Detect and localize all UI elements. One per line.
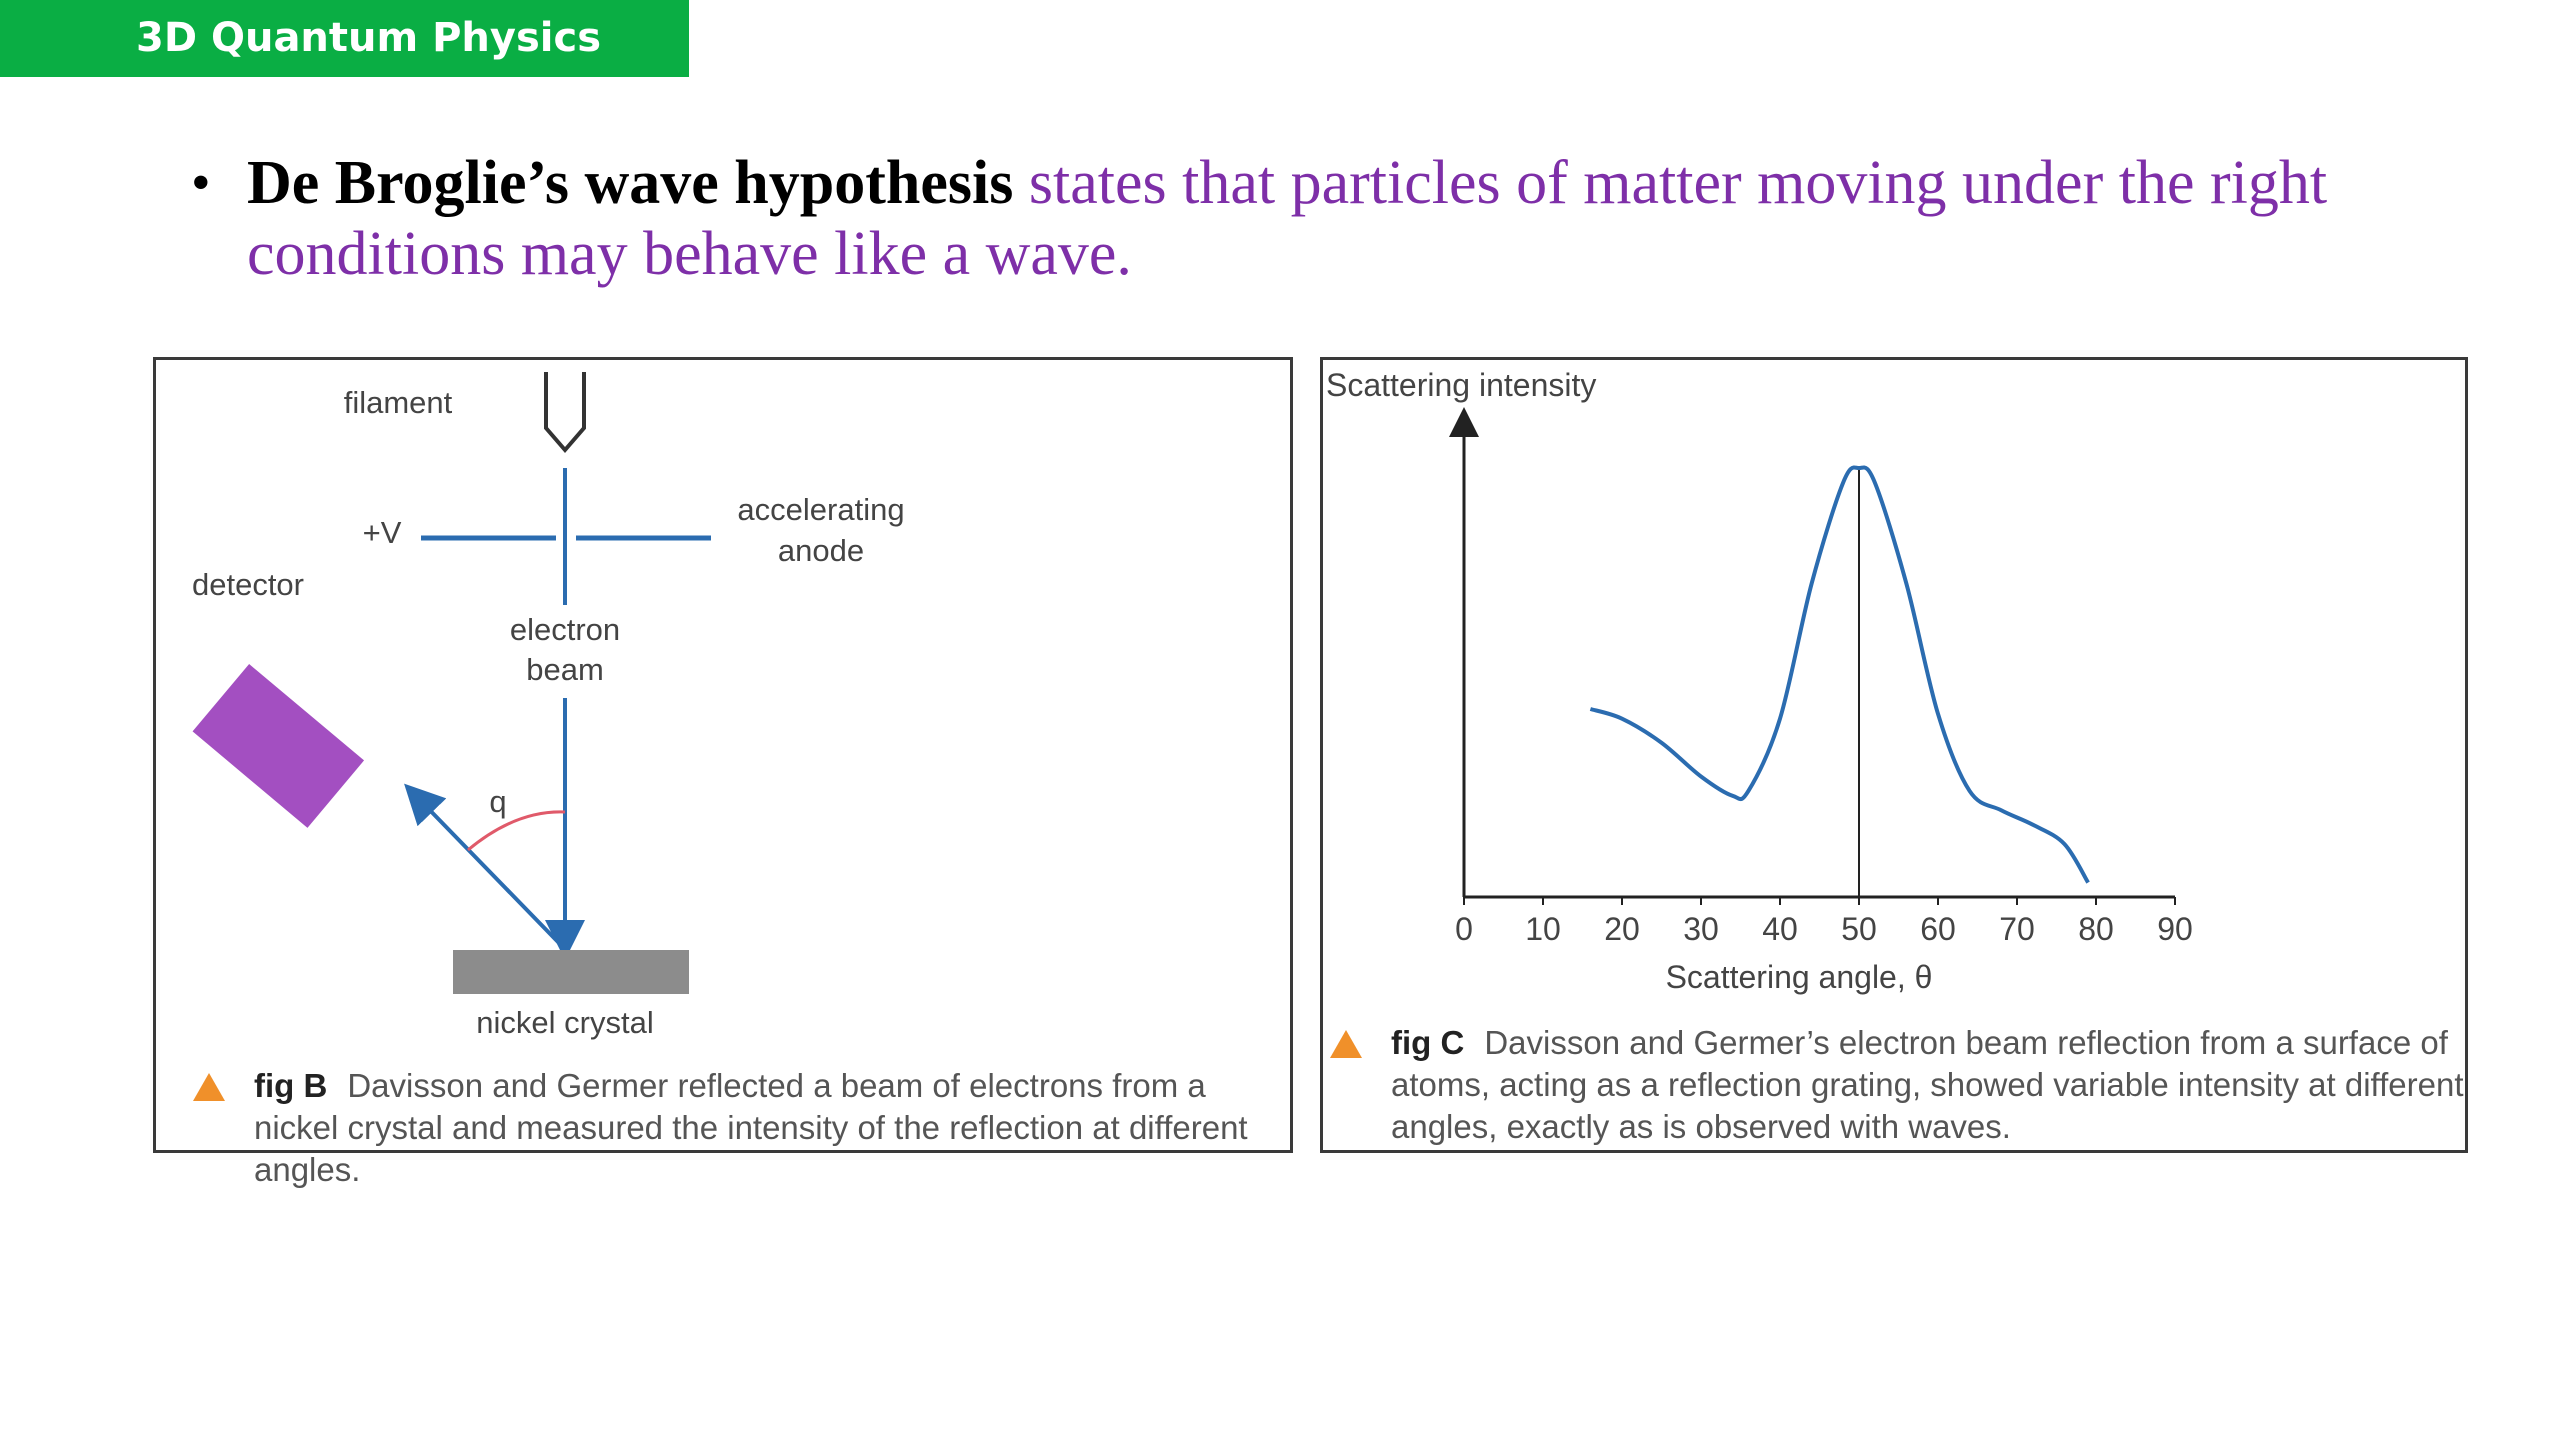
bullet-icon: • <box>191 152 211 214</box>
anode-label-line1: accelerating <box>737 492 904 527</box>
reflected-beam <box>404 783 561 945</box>
voltage-label: +V <box>363 515 402 550</box>
bullet-point: • De Broglie’s wave hypothesis states th… <box>191 148 2405 290</box>
anode-label-line2: anode <box>778 533 864 568</box>
davisson-germer-apparatus-diagram: filament +V accelerating anode detector … <box>192 372 905 1040</box>
hypothesis-term: De Broglie’s wave hypothesis <box>247 149 1014 217</box>
detector-label: detector <box>192 567 304 602</box>
caption-triangle-icon <box>1330 1030 1362 1058</box>
angle-label: q <box>489 784 506 819</box>
detector-shape <box>192 664 365 828</box>
filament-shape <box>544 372 586 454</box>
filament-label: filament <box>344 385 453 420</box>
nickel-crystal-shape <box>453 950 689 994</box>
x-tick-label: 50 <box>1841 911 1877 947</box>
x-tick-label: 0 <box>1455 911 1473 947</box>
fig-c-caption-text: Davisson and Germer’s electron beam refl… <box>1391 1024 2464 1145</box>
scattering-intensity-curve <box>1589 465 2090 884</box>
figure-c-panel: Scattering intensity Scattering angle, θ… <box>1320 357 2468 1153</box>
crystal-label: nickel crystal <box>476 1005 653 1040</box>
x-tick-label: 70 <box>1999 911 2035 947</box>
x-tick-label: 20 <box>1604 911 1640 947</box>
section-header: 3D Quantum Physics <box>0 0 689 77</box>
fig-b-caption: fig B Davisson and Germer reflected a bea… <box>193 1065 1284 1191</box>
fig-b-caption-text: Davisson and Germer reflected a beam of … <box>254 1067 1248 1188</box>
beam-label-line1: electron <box>510 612 620 647</box>
fig-b-caption-label: fig B <box>254 1067 328 1104</box>
x-tick-label: 60 <box>1920 911 1956 947</box>
caption-triangle-icon <box>193 1073 225 1101</box>
bullet-text: De Broglie’s wave hypothesis states that… <box>247 148 2405 290</box>
scattering-intensity-chart: Scattering intensity Scattering angle, θ… <box>1326 367 2193 995</box>
x-tick-label: 10 <box>1525 911 1561 947</box>
x-tick-label: 30 <box>1683 911 1719 947</box>
x-tick-label: 40 <box>1762 911 1798 947</box>
figure-b-panel: filament +V accelerating anode detector … <box>153 357 1293 1188</box>
beam-label-line2: beam <box>526 652 604 687</box>
x-tick-label: 90 <box>2157 911 2193 947</box>
hypothesis-definition: states that particles of matter moving u… <box>247 149 2328 288</box>
x-axis-label: Scattering angle, θ <box>1666 959 1933 995</box>
angle-arc <box>467 810 566 852</box>
fig-c-caption-label: fig C <box>1391 1024 1465 1061</box>
fig-c-caption: fig C Davisson and Germer’s electron beam… <box>1330 1022 2467 1148</box>
section-title: 3D Quantum Physics <box>136 15 602 61</box>
y-axis-label: Scattering intensity <box>1326 367 1596 403</box>
x-tick-label: 80 <box>2078 911 2114 947</box>
